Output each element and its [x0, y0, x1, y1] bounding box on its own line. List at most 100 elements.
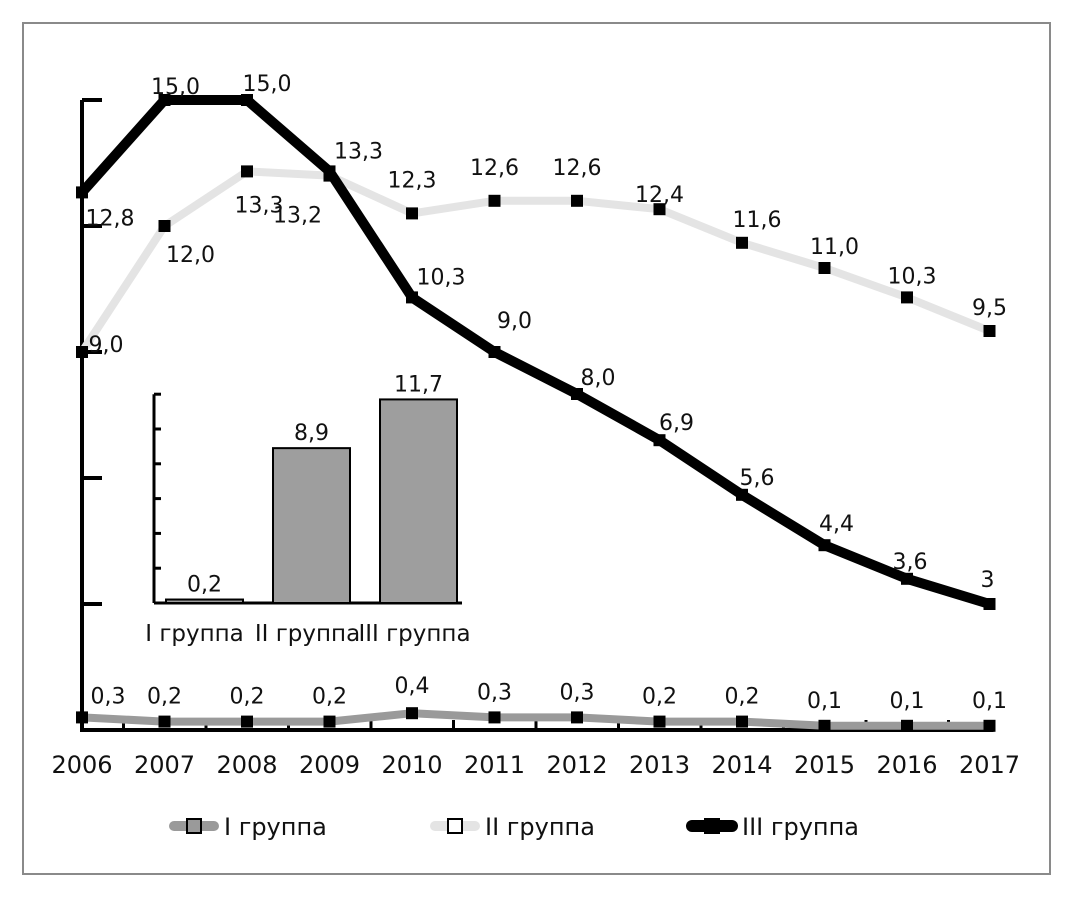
data-point-marker	[323, 715, 336, 728]
data-label: 0,2	[230, 685, 265, 710]
data-point-marker	[983, 598, 996, 610]
data-label: 12,8	[86, 206, 135, 231]
data-point-marker	[76, 346, 88, 358]
data-label: 12,6	[553, 156, 602, 181]
data-label: 9,0	[497, 309, 532, 334]
data-label: 0,1	[890, 689, 925, 714]
legend-label: I группа	[224, 813, 327, 841]
x-tick-label: 2015	[794, 751, 855, 779]
data-point-marker	[901, 719, 913, 732]
inset-bar	[379, 398, 458, 605]
legend-marker-icon	[704, 818, 720, 834]
data-label: 3	[981, 568, 995, 593]
data-point-marker	[406, 207, 418, 220]
data-label: 15,0	[243, 72, 292, 97]
legend-marker-icon	[186, 818, 202, 834]
data-point-marker	[241, 94, 253, 106]
data-label: 0,2	[147, 685, 182, 710]
data-label: 5,6	[740, 466, 775, 491]
series-line-3	[77, 95, 995, 609]
data-point-marker	[488, 711, 501, 724]
data-point-marker	[736, 715, 748, 728]
x-tick-label: 2007	[134, 751, 195, 779]
x-tick-label: 2006	[51, 751, 112, 779]
data-label: 9,5	[972, 296, 1007, 321]
data-label: 10,3	[888, 264, 937, 289]
inset-bar-label: 0,2	[187, 573, 222, 598]
data-label: 9,0	[89, 333, 124, 358]
data-label: 12,4	[635, 183, 684, 208]
data-point-marker	[241, 715, 253, 728]
data-label: 0,4	[395, 674, 430, 699]
data-point-marker	[818, 539, 831, 552]
data-point-marker	[323, 165, 336, 178]
data-point-marker	[571, 388, 583, 400]
data-point-marker	[736, 236, 748, 249]
x-tick-label: 2012	[546, 751, 607, 779]
data-label: 15,0	[151, 75, 200, 100]
data-label: 12,6	[470, 156, 519, 181]
data-label: 0,2	[312, 685, 347, 710]
inset-bar	[272, 447, 351, 605]
series-line-2	[78, 167, 994, 356]
data-label: 0,1	[807, 689, 842, 714]
data-point-marker	[653, 203, 666, 216]
inset-category-label: III группа	[358, 621, 470, 647]
data-label: 13,3	[235, 193, 284, 218]
inset-category-label: II группа	[255, 621, 360, 647]
data-point-marker	[653, 434, 666, 447]
data-point-marker	[818, 262, 831, 274]
data-point-marker	[653, 715, 666, 728]
data-point-marker	[76, 186, 88, 199]
x-tick-label: 2014	[711, 751, 772, 779]
legend-label: III группа	[742, 813, 859, 841]
data-point-marker	[736, 488, 748, 501]
chart-frame	[22, 22, 1051, 875]
inset-bar-label: 8,9	[294, 421, 329, 446]
data-point-marker	[488, 194, 501, 207]
data-point-marker	[901, 291, 913, 304]
data-point-marker	[158, 220, 171, 232]
data-label: 11,0	[810, 235, 859, 260]
data-label: 0,3	[477, 680, 512, 705]
inset-bar	[165, 598, 244, 605]
data-label: 0,2	[725, 685, 760, 710]
data-label: 0,1	[972, 689, 1007, 714]
data-label: 12,3	[388, 168, 437, 193]
data-point-marker	[488, 346, 501, 358]
legend-marker-icon	[447, 818, 463, 834]
data-label: 8,0	[581, 366, 616, 391]
data-point-marker	[406, 707, 418, 720]
data-point-marker	[571, 711, 583, 724]
data-label: 6,9	[659, 411, 694, 436]
data-point-marker	[158, 94, 171, 106]
x-tick-label: 2013	[629, 751, 690, 779]
data-point-marker	[983, 325, 996, 337]
data-label: 0,3	[560, 680, 595, 705]
data-label: 4,4	[819, 512, 854, 537]
data-point-marker	[901, 572, 913, 585]
data-label: 10,3	[417, 265, 466, 290]
data-label: 11,6	[733, 208, 782, 233]
legend-label: II группа	[485, 813, 595, 841]
data-label: 0,2	[642, 685, 677, 710]
data-label: 13,3	[334, 139, 383, 164]
data-point-marker	[406, 291, 418, 304]
x-tick-label: 2017	[959, 751, 1020, 779]
data-point-marker	[818, 719, 831, 732]
data-label: 0,3	[91, 684, 126, 709]
data-point-marker	[241, 165, 253, 178]
x-tick-label: 2009	[299, 751, 360, 779]
data-label: 3,6	[893, 550, 928, 575]
data-point-marker	[571, 194, 583, 207]
series-line-1	[78, 709, 994, 730]
inset-category-label: I группа	[145, 621, 244, 647]
data-label: 12,0	[166, 243, 215, 268]
data-point-marker	[158, 715, 171, 728]
data-point-marker	[76, 711, 88, 724]
x-tick-label: 2008	[216, 751, 277, 779]
x-tick-label: 2016	[876, 751, 937, 779]
data-point-marker	[983, 719, 996, 732]
x-tick-label: 2011	[464, 751, 525, 779]
